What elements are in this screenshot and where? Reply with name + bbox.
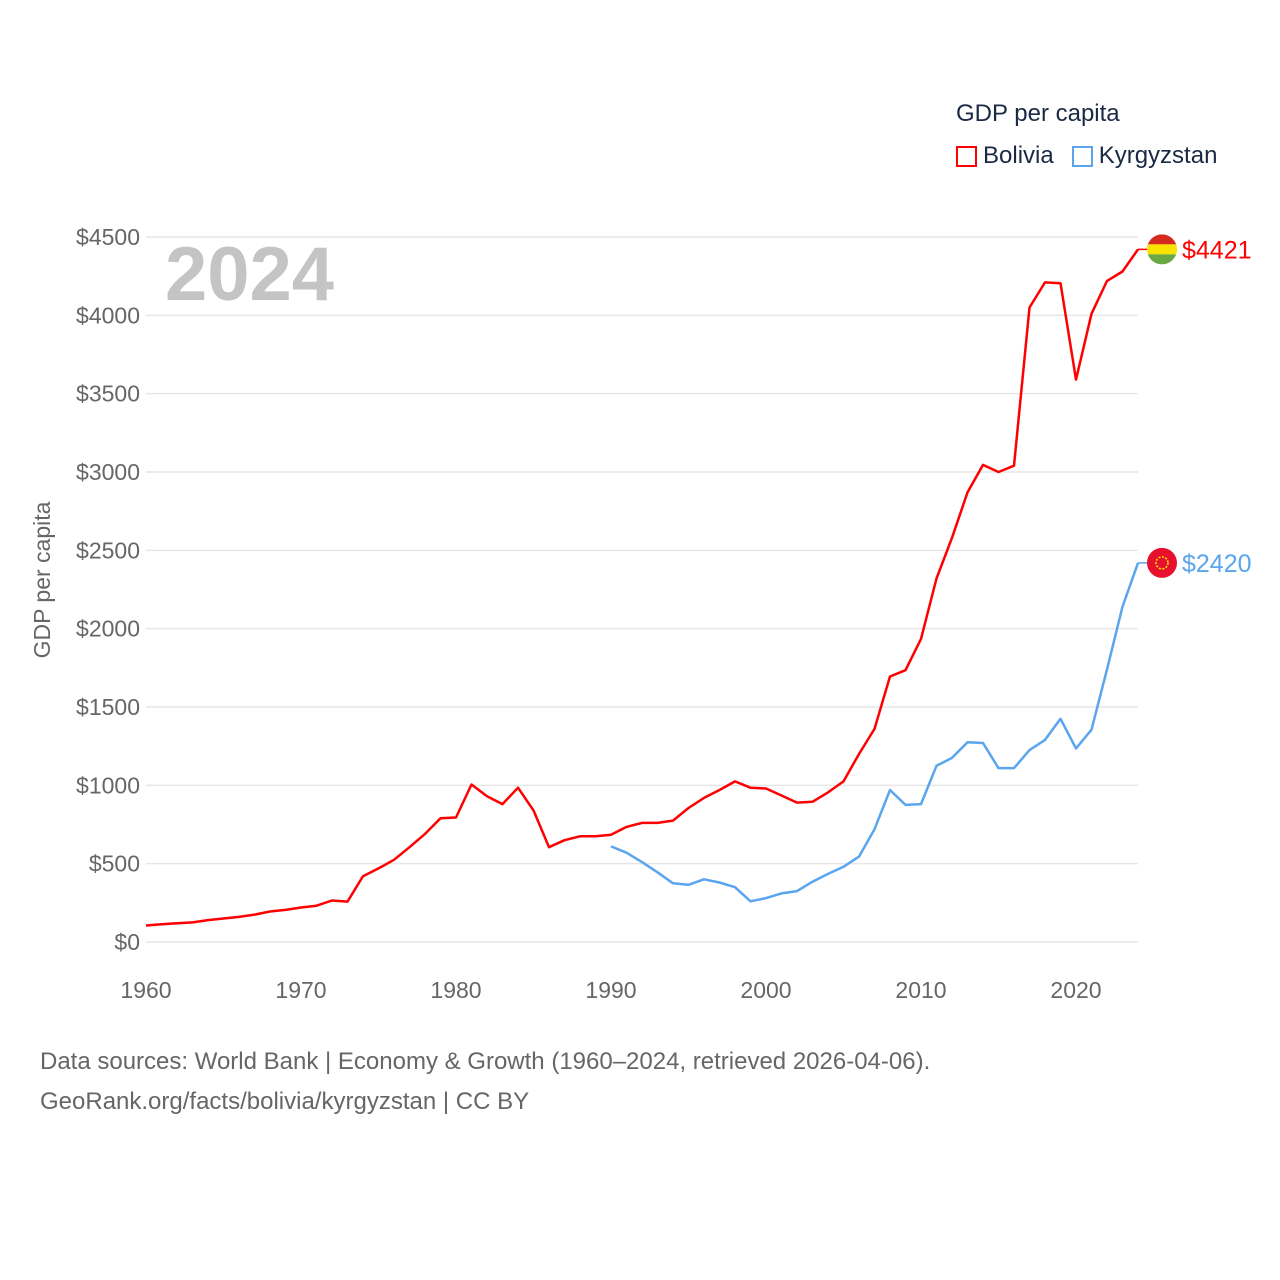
x-tick-label: 2010 [895,977,946,1003]
y-tick-label: $1000 [76,772,140,798]
x-tick-label: 1980 [430,977,481,1003]
y-tick-label: $2000 [76,616,140,642]
flag-stripe-green [1147,254,1177,265]
flag-background [1147,547,1177,578]
end-value-label: $4421 [1182,236,1252,264]
series-line-kyrgyzstan [610,562,1140,903]
y-tick-label: $3000 [76,459,140,485]
y-tick-label: $2500 [76,537,140,563]
y-tick-label: $3500 [76,381,140,407]
year-watermark: 2024 [165,232,334,317]
flag-stripe-red [1147,234,1177,245]
y-tick-label: $0 [114,929,140,955]
legend-label-kyrgyzstan: Kyrgyzstan [1098,142,1218,169]
flag-stripe-yellow [1147,244,1177,255]
legend-title: GDP per capita [956,100,1120,127]
legend-swatch-kyrgyzstan [1071,145,1093,167]
y-tick-label: $4500 [76,224,140,250]
x-tick-label: 1970 [275,977,326,1003]
footer: Data sources: World Bank | Economy & Gro… [40,1042,930,1122]
legend-label-bolivia: Bolivia [983,142,1054,169]
series-line-bolivia [145,248,1140,927]
legend-swatch-bolivia [956,145,977,167]
legend-item-kyrgyzstan[interactable]: Kyrgyzstan [1071,142,1218,170]
line-chart: $0 $500 $1000 $1500 $2000 $2500 $3000 $3500 $400… [29,224,1252,1003]
flag-bolivia-icon [1147,234,1177,265]
y-tick-label: $500 [89,851,140,877]
flag-stripes [1147,234,1177,265]
footer-link[interactable]: GeoRank.org/facts/bolivia/kyrgyzstan | C… [40,1088,530,1115]
flag-kyrgyzstan-icon [1147,547,1177,578]
y-tick-label: $4000 [76,302,140,328]
end-value-label: $2420 [1182,550,1252,578]
y-axis-label: GDP per capita [29,501,55,658]
x-tick-label: 2000 [740,977,791,1003]
x-tick-label: 1990 [585,977,636,1003]
y-tick-label: $1500 [76,694,140,720]
flag-sun [1155,556,1169,570]
x-tick-label: 1960 [120,977,171,1003]
footer-sources: Data sources: World Bank | Economy & Gro… [40,1048,931,1075]
legend: Bolivia Kyrgyzstan [956,142,1217,170]
legend-item-bolivia[interactable]: Bolivia [956,142,1054,170]
x-tick-label: 2020 [1050,977,1101,1003]
